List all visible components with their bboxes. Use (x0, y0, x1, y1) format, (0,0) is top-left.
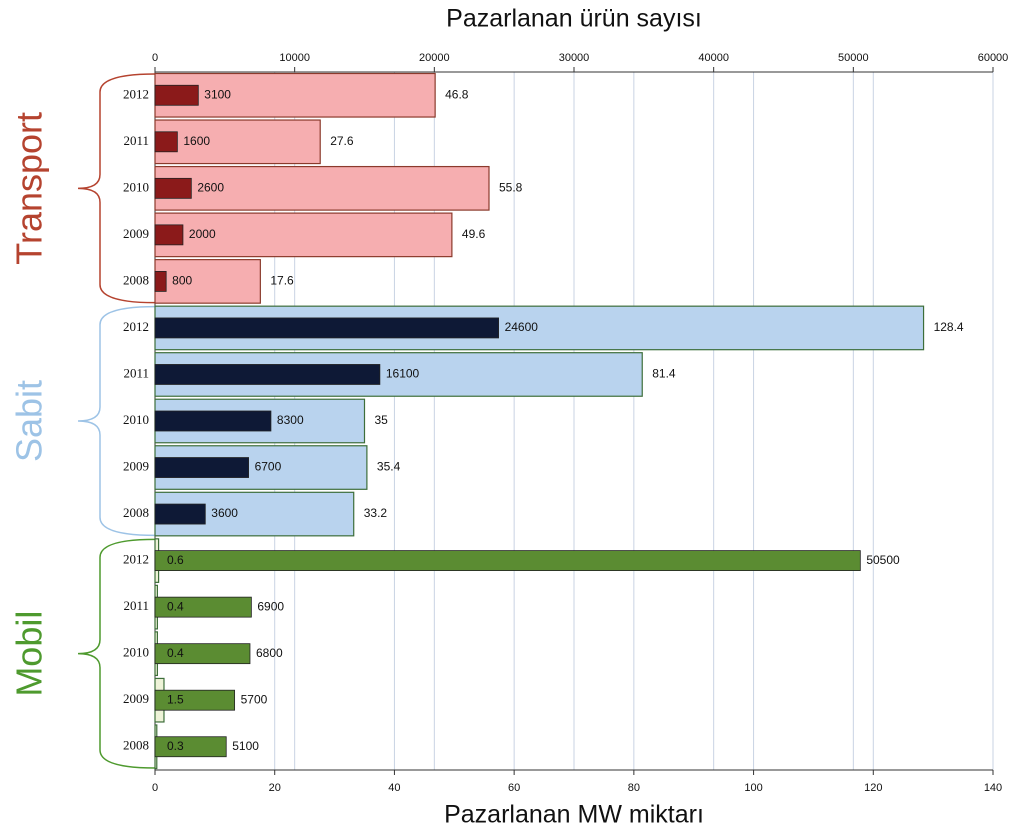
data-label: 0.4 (167, 646, 184, 660)
bar (154, 224, 184, 246)
x2-axis-title: Pazarlanan ürün sayısı (446, 5, 702, 33)
y-tick-label: 2011 (123, 133, 149, 148)
bar (154, 410, 272, 432)
group-brace (77, 538, 156, 769)
data-label: 0.6 (167, 553, 184, 567)
bar (154, 270, 167, 292)
bar (154, 84, 199, 106)
data-label: 17.6 (270, 274, 294, 288)
data-label: 1600 (183, 134, 210, 148)
data-label: 0.3 (167, 739, 184, 753)
x2-tick-label: 40000 (698, 52, 729, 64)
y-tick-label: 2011 (123, 598, 149, 613)
data-label: 2000 (189, 227, 216, 241)
group-brace (77, 305, 156, 537)
y-tick-label: 2009 (123, 226, 149, 241)
x2-tick-label: 10000 (279, 52, 310, 64)
bar (154, 212, 453, 258)
bar (154, 689, 236, 711)
bar (154, 177, 192, 199)
bar (154, 165, 490, 211)
y-tick-label: 2010 (123, 412, 149, 427)
data-label: 1.5 (167, 692, 184, 706)
bar (154, 596, 252, 618)
y-tick-label: 2010 (123, 179, 149, 194)
data-label: 55.8 (499, 181, 523, 195)
bar (154, 503, 206, 525)
bar (154, 317, 499, 339)
data-label: 16100 (386, 367, 420, 381)
data-label: 3600 (211, 506, 238, 520)
x-tick-label: 140 (984, 782, 1002, 794)
x-tick-label: 20 (269, 782, 281, 794)
x2-tick-label: 50000 (838, 52, 869, 64)
x2-tick-label: 30000 (559, 52, 590, 64)
x-tick-label: 60 (508, 782, 520, 794)
data-label: 3100 (204, 87, 231, 101)
x-tick-label: 80 (628, 782, 640, 794)
y-tick-label: 2012 (123, 552, 149, 567)
y-tick-label: 2008 (123, 272, 149, 287)
y-tick-label: 2011 (123, 365, 149, 380)
data-label: 27.6 (330, 134, 354, 148)
x-tick-label: 120 (864, 782, 882, 794)
data-label: 33.2 (364, 506, 388, 520)
data-label: 800 (172, 274, 192, 288)
group-brace (77, 73, 156, 304)
bar (154, 457, 249, 478)
y-tick-label: 2012 (123, 319, 149, 334)
x2-tick-label: 0 (152, 52, 158, 64)
data-label: 49.6 (462, 227, 486, 241)
data-label: 46.8 (445, 87, 469, 101)
bar (154, 736, 227, 758)
x-axis-title: Pazarlanan MW miktarı (444, 801, 704, 829)
data-label: 128.4 (934, 320, 964, 334)
data-label: 35 (375, 413, 389, 427)
bar (154, 364, 381, 385)
bar (154, 643, 251, 665)
y-tick-label: 2012 (123, 86, 149, 101)
y-tick-label: 2008 (123, 505, 149, 520)
group-label: Transport (9, 112, 50, 265)
bar (154, 72, 436, 118)
data-label: 6800 (256, 646, 283, 660)
x-tick-label: 0 (152, 782, 158, 794)
y-tick-label: 2010 (123, 645, 149, 660)
data-label: 6700 (255, 460, 282, 474)
data-label: 2600 (197, 181, 224, 195)
y-tick-label: 2009 (123, 691, 149, 706)
data-label: 8300 (277, 413, 304, 427)
x2-tick-label: 20000 (419, 52, 450, 64)
x2-tick-label: 60000 (978, 52, 1009, 64)
y-tick-label: 2009 (123, 459, 149, 474)
bar (154, 131, 178, 153)
data-label: 24600 (505, 320, 539, 334)
x-tick-label: 100 (744, 782, 762, 794)
group-label: Sabit (9, 380, 50, 462)
x-tick-label: 40 (388, 782, 400, 794)
bar (154, 550, 861, 571)
y-tick-label: 2008 (123, 738, 149, 753)
data-label: 0.4 (167, 599, 184, 613)
bar (154, 119, 321, 165)
data-label: 35.4 (377, 460, 401, 474)
data-label: 81.4 (652, 367, 676, 381)
data-label: 6900 (257, 599, 284, 613)
data-label: 50500 (866, 553, 900, 567)
data-label: 5700 (241, 692, 268, 706)
bar (154, 259, 261, 304)
group-label: Mobil (9, 611, 50, 697)
data-label: 5100 (232, 739, 259, 753)
